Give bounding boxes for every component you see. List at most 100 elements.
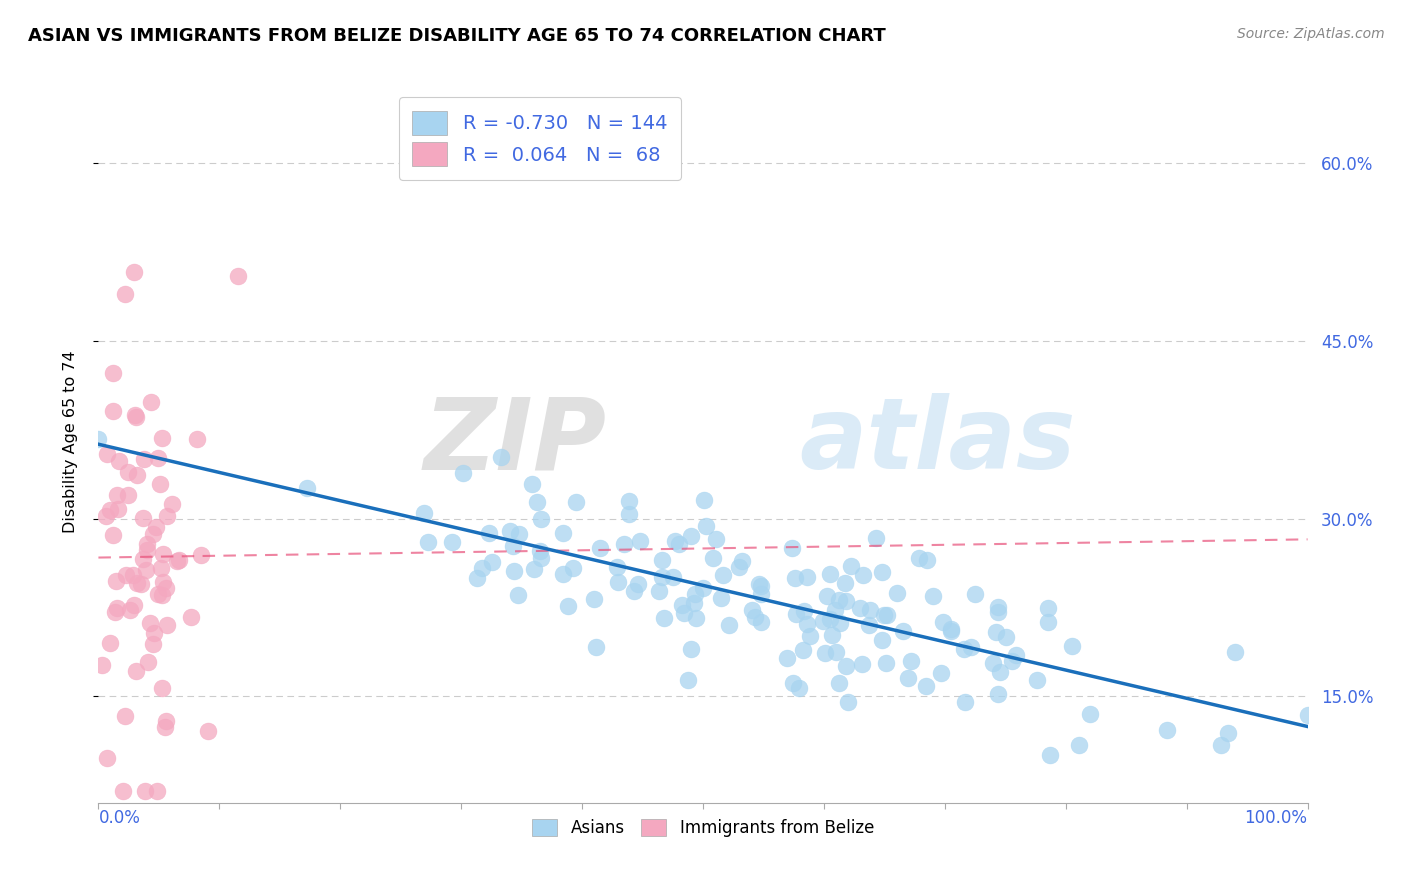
Point: [101, 527, 124, 541]
Point: [150, 588, 173, 602]
Text: 0.0%: 0.0%: [98, 809, 141, 827]
Point: [145, 520, 167, 534]
Point: [695, 519, 717, 533]
Point: [135, 537, 157, 551]
Point: [915, 679, 938, 693]
Point: [671, 599, 693, 613]
Point: [153, 720, 176, 734]
Point: [523, 562, 546, 576]
Point: [96, 446, 118, 460]
Y-axis label: Disability Age 65 to 74: Disability Age 65 to 74: [63, 351, 77, 533]
Text: ASIAN VS IMMIGRANTS FROM BELIZE DISABILITY AGE 65 TO 74 CORRELATION CHART: ASIAN VS IMMIGRANTS FROM BELIZE DISABILI…: [28, 27, 886, 45]
Point: [1062, 639, 1084, 653]
Point: [606, 560, 628, 574]
Point: [835, 594, 858, 608]
Point: [929, 665, 952, 680]
Point: [702, 551, 724, 566]
Point: [876, 607, 898, 622]
Point: [789, 681, 811, 696]
Text: atlas: atlas: [800, 393, 1076, 490]
Point: [131, 511, 153, 525]
Point: [180, 609, 202, 624]
Point: [156, 618, 179, 632]
Point: [818, 567, 841, 582]
Point: [814, 646, 837, 660]
Point: [837, 695, 859, 709]
Point: [90, 658, 112, 673]
Point: [827, 592, 849, 607]
Point: [146, 450, 169, 465]
Point: [785, 607, 807, 621]
Point: [717, 618, 740, 632]
Point: [499, 524, 522, 539]
Point: [693, 493, 716, 508]
Point: [953, 641, 976, 656]
Point: [858, 603, 880, 617]
Point: [440, 535, 463, 549]
Point: [1067, 738, 1090, 752]
Point: [849, 600, 872, 615]
Point: [776, 651, 799, 665]
Point: [107, 454, 129, 468]
Point: [986, 624, 1008, 639]
Point: [617, 507, 640, 521]
Point: [897, 671, 920, 685]
Text: ZIP: ZIP: [423, 393, 606, 490]
Point: [152, 574, 174, 589]
Point: [553, 525, 575, 540]
Point: [146, 784, 169, 798]
Point: [295, 481, 318, 495]
Point: [117, 488, 139, 502]
Point: [146, 587, 169, 601]
Point: [502, 539, 524, 553]
Point: [681, 641, 703, 656]
Point: [122, 265, 145, 279]
Point: [727, 560, 749, 574]
Point: [682, 596, 704, 610]
Point: [963, 586, 986, 600]
Point: [465, 571, 488, 585]
Point: [152, 547, 174, 561]
Point: [120, 603, 142, 617]
Point: [835, 658, 858, 673]
Point: [561, 561, 583, 575]
Point: [478, 526, 501, 541]
Point: [122, 568, 145, 582]
Point: [908, 551, 931, 566]
Point: [134, 784, 156, 798]
Point: [1078, 706, 1101, 721]
Point: [226, 268, 249, 283]
Point: [815, 590, 838, 604]
Point: [131, 551, 153, 566]
Point: [783, 571, 806, 585]
Point: [792, 643, 814, 657]
Point: [664, 533, 686, 548]
Point: [87, 432, 110, 446]
Point: [160, 497, 183, 511]
Point: [1005, 648, 1028, 662]
Point: [731, 554, 754, 568]
Point: [529, 544, 551, 558]
Point: [1039, 748, 1062, 763]
Point: [886, 586, 908, 600]
Point: [418, 535, 440, 549]
Point: [679, 529, 702, 543]
Point: [583, 591, 606, 606]
Point: [105, 488, 128, 502]
Point: [870, 632, 893, 647]
Point: [529, 511, 551, 525]
Point: [685, 610, 707, 624]
Point: [741, 602, 763, 616]
Point: [149, 477, 172, 491]
Point: [988, 665, 1011, 679]
Point: [683, 587, 706, 601]
Point: [100, 636, 122, 650]
Point: [139, 395, 162, 409]
Point: [744, 609, 766, 624]
Point: [865, 531, 887, 545]
Point: [870, 565, 893, 579]
Point: [1025, 673, 1047, 688]
Point: [114, 286, 136, 301]
Point: [150, 681, 173, 695]
Point: [142, 526, 165, 541]
